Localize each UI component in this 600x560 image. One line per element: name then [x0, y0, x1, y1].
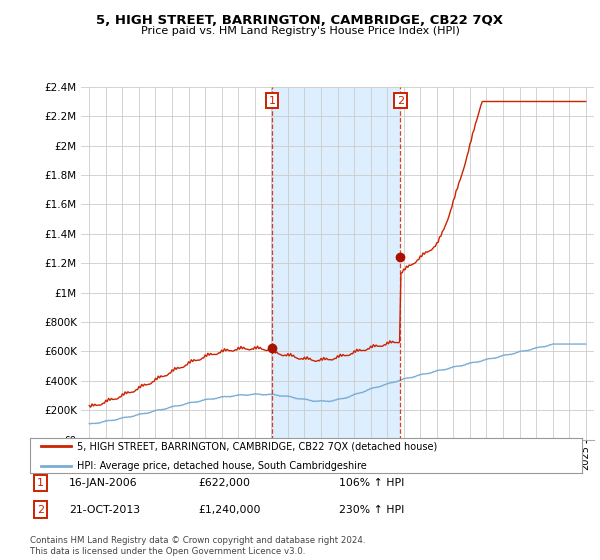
Text: 230% ↑ HPI: 230% ↑ HPI — [339, 505, 404, 515]
Text: HPI: Average price, detached house, South Cambridgeshire: HPI: Average price, detached house, Sout… — [77, 460, 367, 470]
Bar — [272, 87, 400, 440]
Text: 1: 1 — [268, 96, 275, 106]
Text: 5, HIGH STREET, BARRINGTON, CAMBRIDGE, CB22 7QX: 5, HIGH STREET, BARRINGTON, CAMBRIDGE, C… — [97, 13, 503, 27]
Text: 2: 2 — [397, 96, 404, 106]
Text: 106% ↑ HPI: 106% ↑ HPI — [339, 478, 404, 488]
Text: 16-JAN-2006: 16-JAN-2006 — [69, 478, 137, 488]
Text: 21-OCT-2013: 21-OCT-2013 — [69, 505, 140, 515]
Text: £622,000: £622,000 — [198, 478, 250, 488]
Text: Contains HM Land Registry data © Crown copyright and database right 2024.
This d: Contains HM Land Registry data © Crown c… — [30, 536, 365, 556]
Text: 5, HIGH STREET, BARRINGTON, CAMBRIDGE, CB22 7QX (detached house): 5, HIGH STREET, BARRINGTON, CAMBRIDGE, C… — [77, 441, 437, 451]
Text: 2: 2 — [37, 505, 44, 515]
Text: £1,240,000: £1,240,000 — [198, 505, 260, 515]
Text: Price paid vs. HM Land Registry's House Price Index (HPI): Price paid vs. HM Land Registry's House … — [140, 26, 460, 36]
Text: 1: 1 — [37, 478, 44, 488]
